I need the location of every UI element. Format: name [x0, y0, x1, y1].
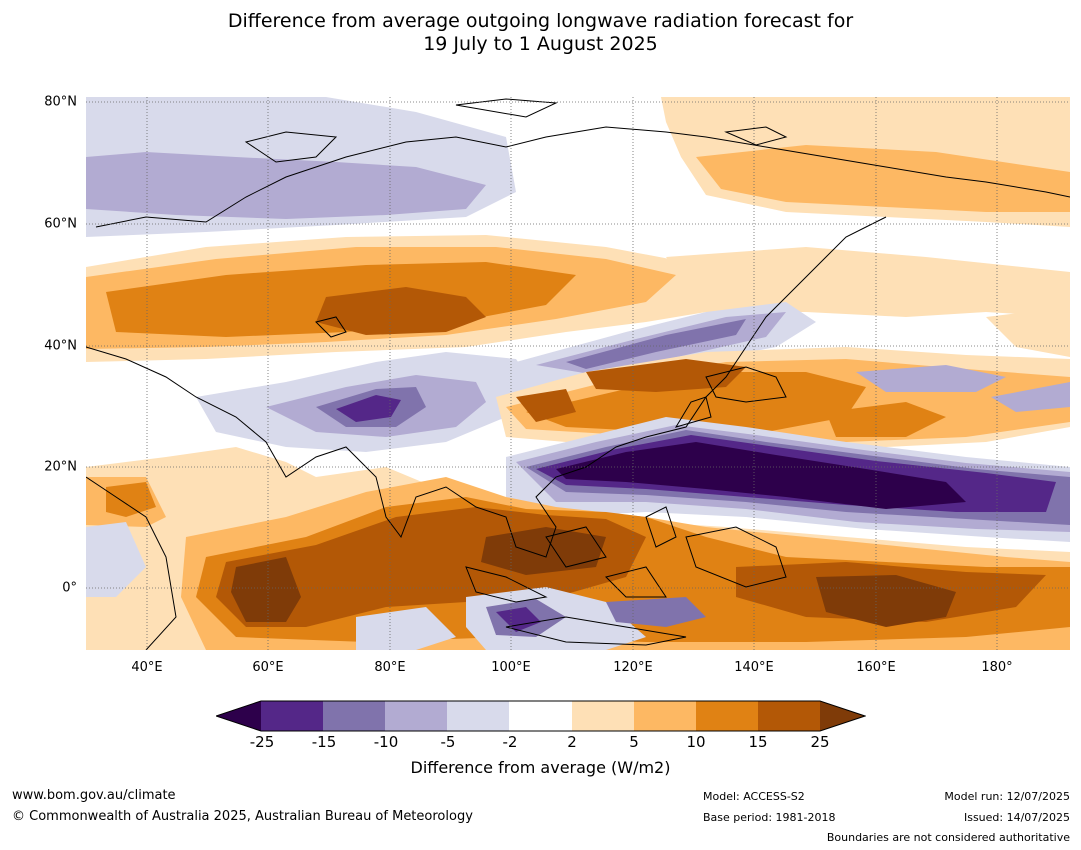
colorbar-swatch-8	[696, 701, 758, 731]
boundaries-disclaimer: Boundaries are not considered authoritat…	[826, 831, 1070, 844]
lon-label-120e: 120°E	[613, 660, 653, 675]
colorbar-tick: -10	[373, 733, 399, 751]
anomaly-fields-indian-ocean	[86, 447, 1070, 650]
chart-title: Difference from average outgoing longwav…	[0, 10, 1081, 56]
colorbar-tick: -25	[249, 733, 275, 751]
anomaly-fields-philippine-sea	[506, 417, 1070, 542]
copyright-text: © Commonwealth of Australia 2025, Austra…	[12, 809, 473, 824]
olr-anomaly-map	[86, 97, 1070, 650]
website-link[interactable]: www.bom.gov.au/climate	[12, 788, 176, 803]
map-svg	[86, 97, 1070, 650]
colorbar-swatch-9	[758, 701, 820, 731]
lat-label-20n: 20°N	[44, 459, 77, 475]
coastlines	[86, 98, 1070, 650]
colorbar	[216, 700, 866, 732]
lon-label-100e: 100°E	[491, 660, 531, 675]
colorbar-swatch-0	[216, 701, 261, 731]
model-run-date: Model run: 12/07/2025	[944, 790, 1070, 803]
colorbar-swatch-4	[447, 701, 509, 731]
lat-label-60n: 60°N	[44, 216, 77, 232]
colorbar-outline	[216, 700, 866, 732]
title-line-2: 19 July to 1 August 2025	[423, 33, 658, 55]
gridlines	[86, 97, 1070, 650]
colorbar-swatch-3	[385, 701, 447, 731]
colorbar-swatch-7	[634, 701, 696, 731]
colorbar-swatch-6	[572, 701, 634, 731]
colorbar-tick: 25	[810, 733, 830, 751]
lon-label-140e: 140°E	[734, 660, 774, 675]
colorbar-tick: -5	[440, 733, 456, 751]
lon-label-60e: 60°E	[252, 660, 284, 675]
lon-label-160e: 160°E	[856, 660, 896, 675]
colorbar-tick: 5	[629, 733, 639, 751]
colorbar-tick: -2	[502, 733, 518, 751]
anomaly-fields-nw-pacific-band	[516, 302, 816, 392]
anomaly-fields-central-asia	[86, 235, 1070, 362]
colorbar-swatch-5	[509, 701, 572, 731]
issued-date: Issued: 14/07/2025	[963, 811, 1070, 824]
title-line-1: Difference from average outgoing longwav…	[227, 10, 854, 32]
colorbar-label: Difference from average (W/m2)	[410, 758, 671, 777]
colorbar-tick: -15	[311, 733, 337, 751]
lon-label-80e: 80°E	[374, 660, 406, 675]
base-period: Base period: 1981-2018	[703, 811, 836, 824]
lon-label-180: 180°	[981, 660, 1013, 675]
colorbar-swatch-10	[820, 701, 865, 731]
colorbar-tick: 15	[748, 733, 768, 751]
lon-label-40e: 40°E	[131, 660, 163, 675]
colorbar-tick: 2	[567, 733, 577, 751]
anomaly-fields-tibet	[196, 352, 536, 452]
colorbar-swatch-1	[261, 701, 323, 731]
lat-label-40n: 40°N	[44, 338, 77, 354]
colorbar-swatch-2	[323, 701, 385, 731]
anomaly-fields-north	[86, 97, 1070, 237]
colorbar-tick: 10	[686, 733, 706, 751]
model-name: Model: ACCESS-S2	[703, 790, 805, 803]
lat-label-0: 0°	[62, 580, 77, 596]
lat-label-80n: 80°N	[44, 94, 77, 110]
